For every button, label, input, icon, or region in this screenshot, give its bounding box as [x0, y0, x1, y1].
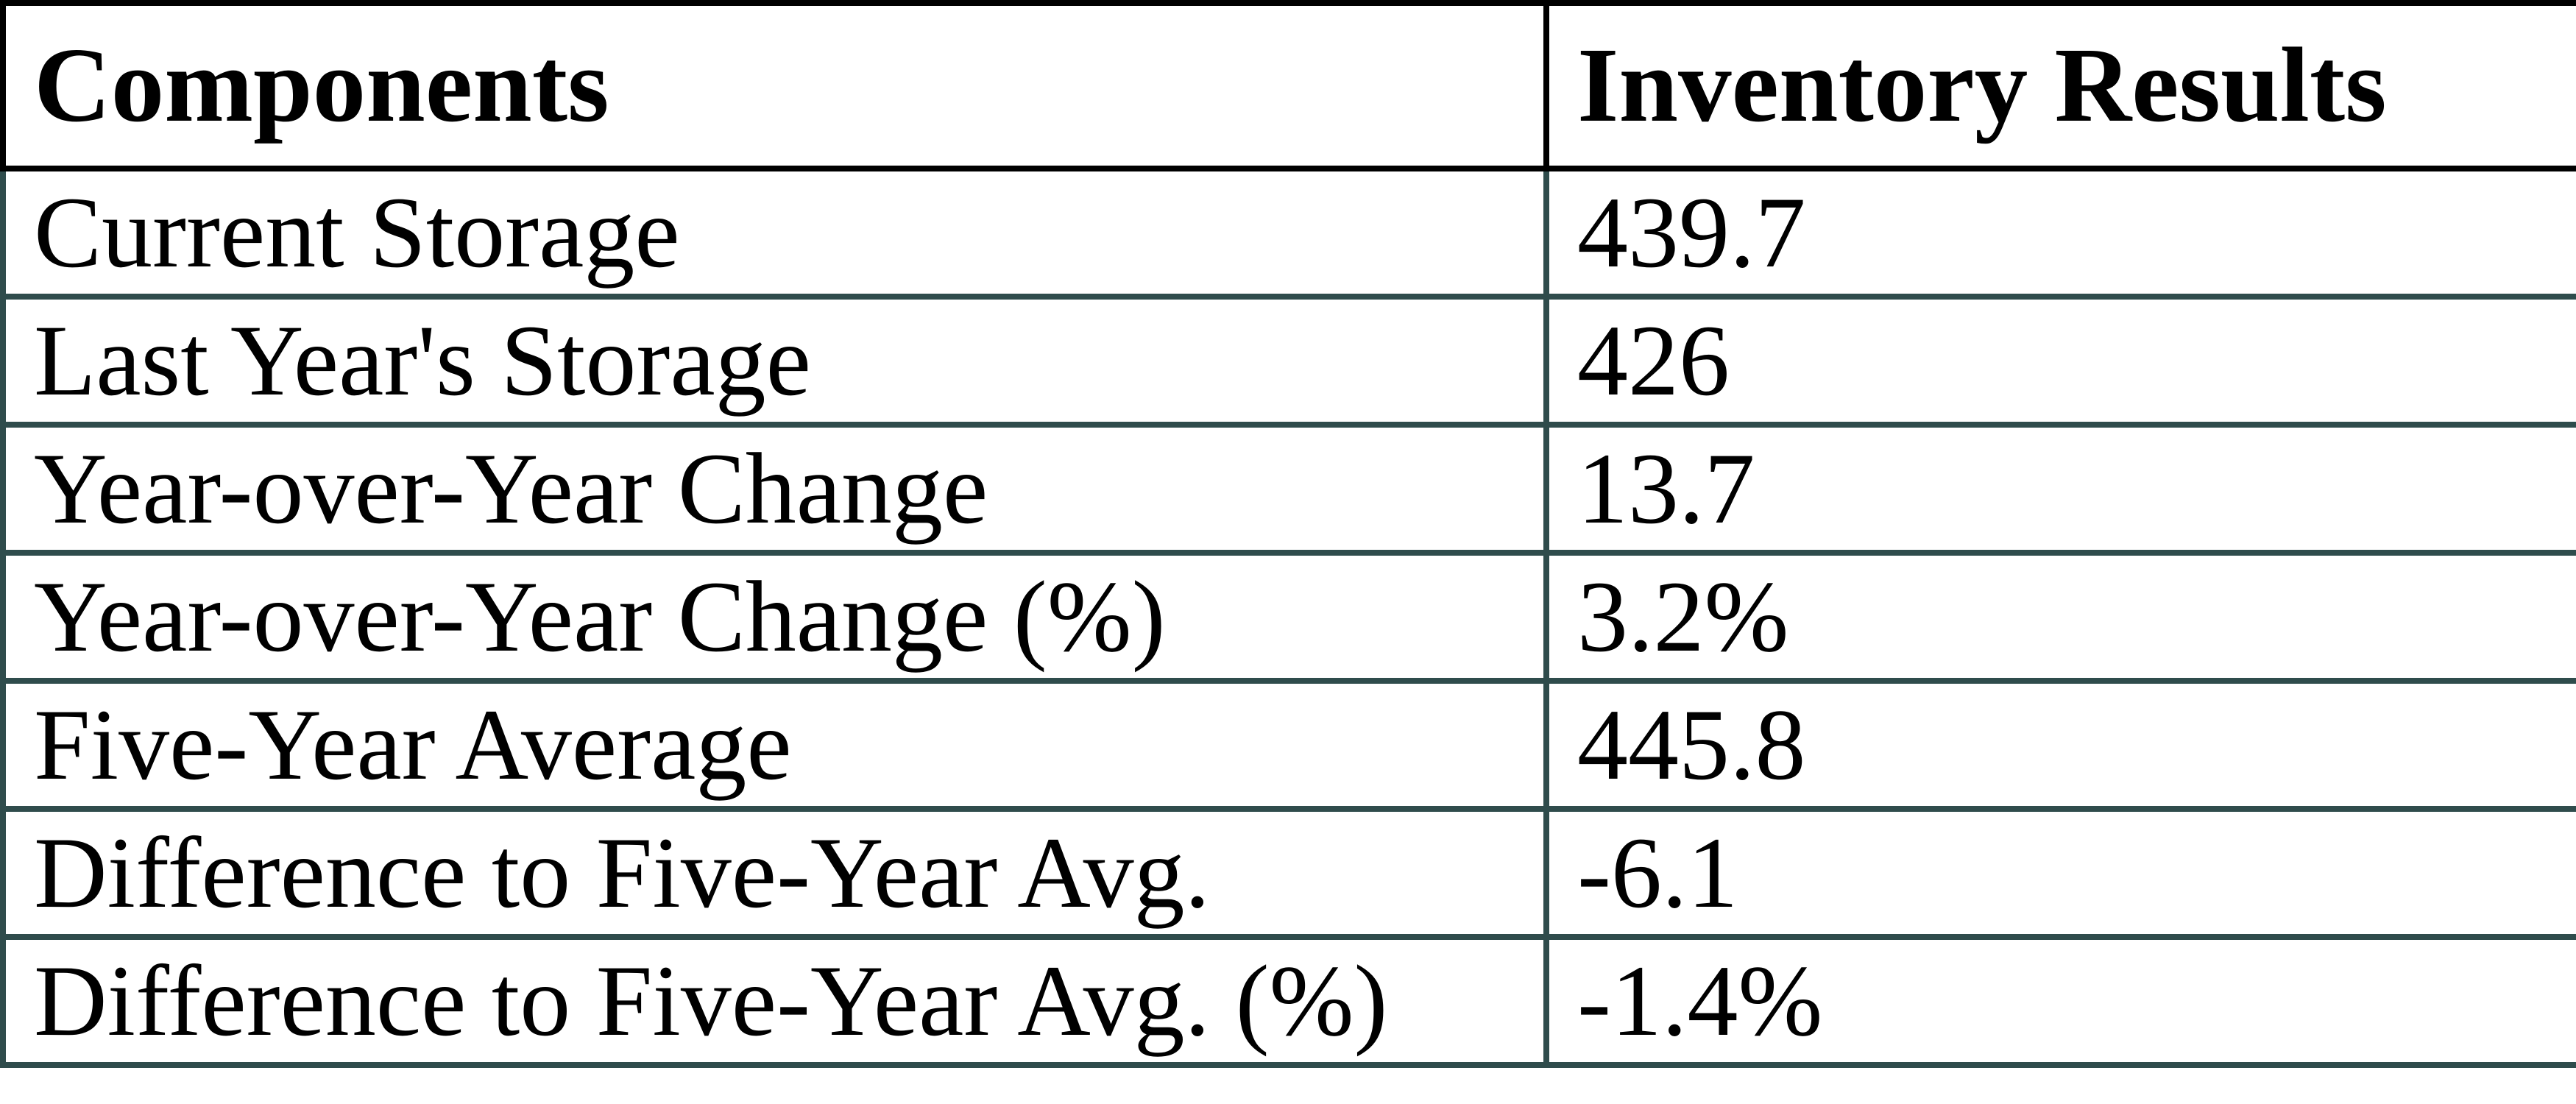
inventory-results-table: Components Inventory Results Current Sto…	[0, 0, 2576, 1068]
row-label-yoy-change-pct: Year-over-Year Change (%)	[0, 550, 1549, 684]
row-label-diff-five-year-avg-pct: Difference to Five-Year Avg. (%)	[0, 934, 1549, 1068]
header-cell-components: Components	[0, 0, 1549, 171]
table-row: Year-over-Year Change (%) 3.2%	[0, 550, 2576, 684]
row-value-yoy-change: 13.7	[1543, 422, 2576, 556]
header-cell-inventory-results: Inventory Results	[1543, 0, 2576, 171]
row-label-current-storage: Current Storage	[0, 166, 1549, 300]
row-label-diff-five-year-avg: Difference to Five-Year Avg.	[0, 806, 1549, 940]
table-row: Last Year's Storage 426	[0, 294, 2576, 428]
table-row: Current Storage 439.7	[0, 166, 2576, 300]
table-row: Year-over-Year Change 13.7	[0, 422, 2576, 556]
row-value-diff-five-year-avg: -6.1	[1543, 806, 2576, 940]
table-row: Difference to Five-Year Avg. (%) -1.4%	[0, 934, 2576, 1068]
table-header-row: Components Inventory Results	[0, 0, 2576, 171]
row-value-five-year-average: 445.8	[1543, 678, 2576, 812]
table-row: Difference to Five-Year Avg. -6.1	[0, 806, 2576, 940]
row-value-yoy-change-pct: 3.2%	[1543, 550, 2576, 684]
row-value-last-years-storage: 426	[1543, 294, 2576, 428]
table-row: Five-Year Average 445.8	[0, 678, 2576, 812]
row-label-last-years-storage: Last Year's Storage	[0, 294, 1549, 428]
header-row: Components Inventory Results	[0, 0, 2576, 171]
table-body: Current Storage 439.7 Last Year's Storag…	[0, 166, 2576, 1068]
row-value-current-storage: 439.7	[1543, 166, 2576, 300]
row-value-diff-five-year-avg-pct: -1.4%	[1543, 934, 2576, 1068]
row-label-five-year-average: Five-Year Average	[0, 678, 1549, 812]
row-label-yoy-change: Year-over-Year Change	[0, 422, 1549, 556]
